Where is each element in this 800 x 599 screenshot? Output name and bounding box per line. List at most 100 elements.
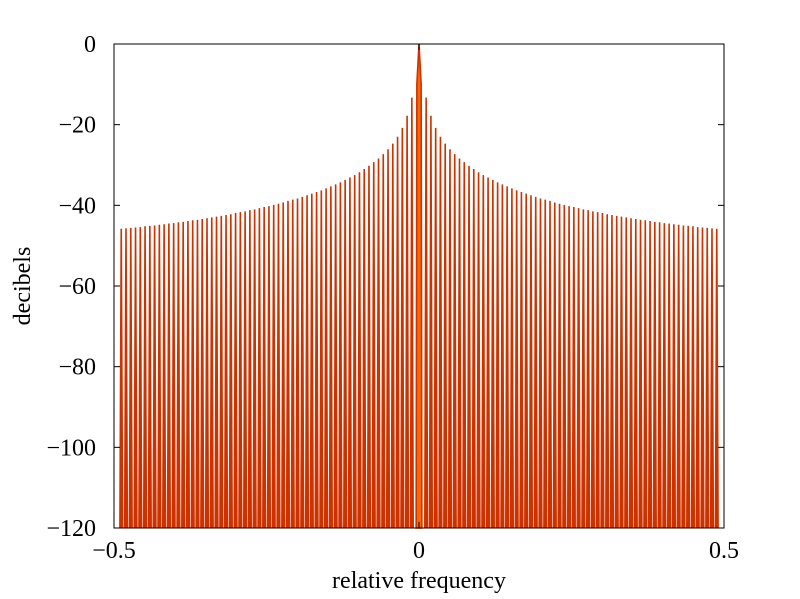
sidelobe-right-8 (457, 158, 462, 529)
sidelobe-right-61 (709, 228, 715, 529)
sidelobe-left-29 (276, 203, 281, 529)
sidelobe-left-12 (357, 172, 362, 529)
sidelobe-right-55 (681, 225, 686, 529)
sidelobe-left-48 (185, 221, 191, 529)
sidelobe-right-9 (462, 162, 467, 529)
sidelobe-right-54 (676, 224, 681, 529)
sidelobe-right-3 (433, 127, 438, 529)
spectrum-lines (119, 43, 719, 529)
sidelobe-left-20 (319, 190, 324, 529)
sidelobe-left-56 (147, 225, 152, 529)
sidelobe-right-43 (624, 217, 629, 529)
sidelobe-right-7 (452, 154, 457, 529)
sidelobe-right-56 (686, 225, 691, 529)
sidelobe-right-59 (700, 227, 705, 529)
sidelobe-right-24 (533, 196, 538, 529)
y-tick-label: −100 (46, 435, 96, 461)
sidelobe-left-44 (204, 218, 210, 529)
y-tick-label: −80 (58, 355, 96, 381)
sidelobe-left-18 (328, 186, 333, 529)
sidelobe-left-9 (371, 162, 376, 529)
x-tick-labels: −0.5 0 0.5 (92, 538, 739, 564)
sidelobe-right-32 (571, 206, 576, 529)
sidelobe-right-22 (524, 193, 529, 529)
sidelobe-right-12 (476, 172, 481, 529)
sidelobe-left-36 (242, 211, 248, 529)
sidelobe-right-53 (671, 224, 677, 529)
sidelobe-right-19 (509, 188, 515, 529)
sidelobe-right-28 (552, 202, 557, 529)
sidelobe-left-28 (281, 202, 286, 529)
y-tick-labels: 0 −20 −40 −60 −80 −100 −120 (46, 32, 96, 542)
sidelobe-left-13 (352, 175, 357, 529)
sidelobe-right-51 (662, 223, 667, 529)
sidelobe-left-17 (333, 184, 338, 529)
sidelobe-right-60 (705, 227, 710, 529)
sidelobe-left-58 (138, 227, 143, 529)
sidelobe-right-58 (695, 227, 700, 529)
sidelobe-left-2 (404, 115, 410, 529)
sidelobe-right-62 (714, 228, 719, 529)
sidelobe-right-42 (619, 216, 624, 529)
sidelobe-left-42 (214, 216, 219, 529)
sidelobe-left-21 (314, 192, 319, 529)
sidelobe-right-18 (505, 186, 510, 529)
sidelobe-left-8 (376, 158, 381, 529)
sidelobe-right-39 (605, 214, 610, 529)
sidelobe-left-54 (157, 224, 162, 529)
y-tick-label: −60 (58, 274, 96, 300)
sidelobe-left-43 (209, 217, 214, 529)
axis-ticks (113, 43, 725, 529)
sidelobe-right-52 (666, 223, 672, 529)
sidelobe-right-29 (557, 203, 562, 529)
sidelobe-right-13 (481, 175, 486, 529)
sidelobe-left-25 (295, 198, 300, 529)
y-tick-label: −20 (58, 113, 96, 139)
sidelobe-right-23 (528, 195, 534, 529)
sidelobe-left-47 (190, 220, 195, 529)
sidelobe-left-5 (390, 143, 395, 529)
sidelobe-right-21 (519, 192, 524, 529)
sidelobe-left-55 (152, 225, 157, 529)
sidelobe-right-2 (428, 115, 434, 529)
sidelobe-left-16 (338, 182, 343, 529)
sidelobe-right-50 (657, 222, 662, 529)
sidelobe-left-31 (266, 206, 272, 529)
sidelobe-right-26 (543, 199, 548, 529)
sidelobe-left-1 (409, 97, 414, 529)
sidelobe-right-25 (538, 198, 543, 529)
sidelobe-left-10 (366, 165, 372, 529)
sidelobe-right-46 (638, 219, 643, 529)
y-axis-label: decibels (10, 247, 36, 326)
sidelobe-right-38 (600, 212, 605, 529)
sidelobe-right-20 (514, 190, 519, 529)
sidelobe-left-40 (223, 215, 229, 529)
x-axis-label: relative frequency (332, 568, 506, 594)
sidelobe-left-61 (123, 228, 129, 529)
sidelobe-right-30 (562, 204, 567, 529)
sidelobe-left-46 (195, 219, 200, 529)
sidelobe-left-57 (142, 226, 148, 529)
x-tick-label: 0 (413, 538, 425, 564)
sidelobe-right-45 (633, 219, 638, 529)
sidelobe-left-23 (304, 195, 310, 529)
sidelobe-left-41 (219, 215, 224, 529)
sidelobe-right-10 (466, 165, 472, 529)
sidelobe-right-36 (590, 211, 596, 529)
sidelobe-right-4 (438, 136, 443, 529)
sidelobe-left-62 (119, 228, 124, 529)
main-lobe (415, 43, 423, 529)
sidelobe-left-30 (271, 204, 276, 529)
sidelobe-right-48 (647, 221, 653, 529)
sidelobe-left-60 (128, 227, 133, 529)
sidelobe-right-16 (495, 182, 500, 529)
sidelobe-right-27 (547, 200, 553, 529)
sidelobe-right-57 (690, 226, 696, 529)
y-tick-label: 0 (84, 32, 96, 58)
sidelobe-right-49 (652, 221, 657, 529)
sidelobe-left-22 (309, 193, 314, 529)
sidelobe-left-33 (257, 208, 262, 529)
sidelobe-right-11 (471, 169, 476, 529)
sidelobe-left-26 (290, 199, 295, 529)
